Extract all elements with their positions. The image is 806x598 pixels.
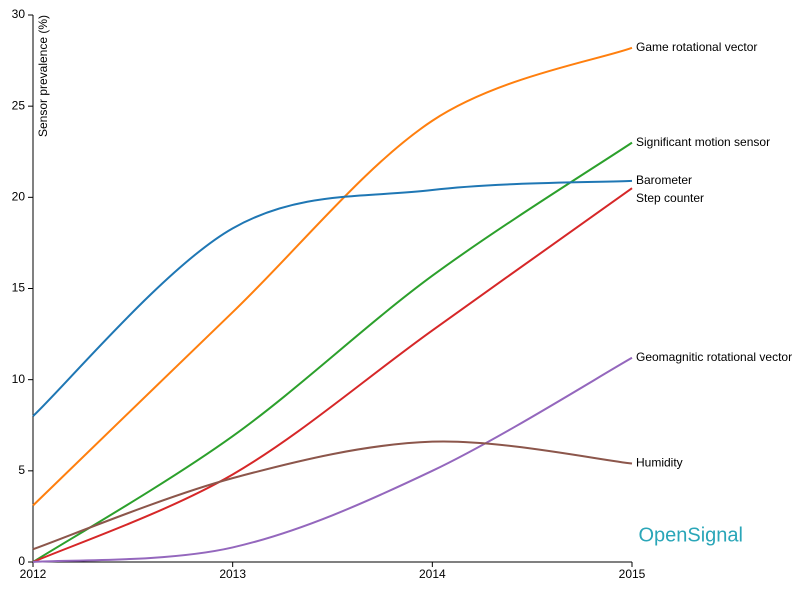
y-tick-label: 25 xyxy=(12,98,26,112)
line xyxy=(32,440,633,551)
y-tick-label: 0 xyxy=(18,554,25,568)
y-tick-label: 15 xyxy=(12,281,26,295)
line xyxy=(32,356,633,563)
line xyxy=(32,141,633,563)
y-tick-label: 5 xyxy=(18,463,25,477)
x-tick-label: 2012 xyxy=(20,567,47,581)
x-tick-label: 2013 xyxy=(219,567,246,581)
legend-label: Barometer xyxy=(636,173,692,187)
legend-label: Step counter xyxy=(636,191,704,205)
y-axis-label: Sensor prevalence (%) xyxy=(36,15,50,137)
y-tick-label: 20 xyxy=(12,190,26,204)
x-tick-label: 2015 xyxy=(619,567,646,581)
legend-label: Geomagnitic rotational vector xyxy=(636,350,792,364)
line xyxy=(32,187,633,563)
watermark: OpenSignal xyxy=(638,524,743,546)
line xyxy=(32,46,633,507)
y-tick-label: 30 xyxy=(12,7,26,21)
legend-label: Significant motion sensor xyxy=(636,135,770,149)
legend-label: Humidity xyxy=(636,456,683,470)
x-tick-label: 2014 xyxy=(419,567,446,581)
legend-label: Game rotational vector xyxy=(636,40,757,54)
y-tick-label: 10 xyxy=(12,372,26,386)
line xyxy=(32,179,633,417)
